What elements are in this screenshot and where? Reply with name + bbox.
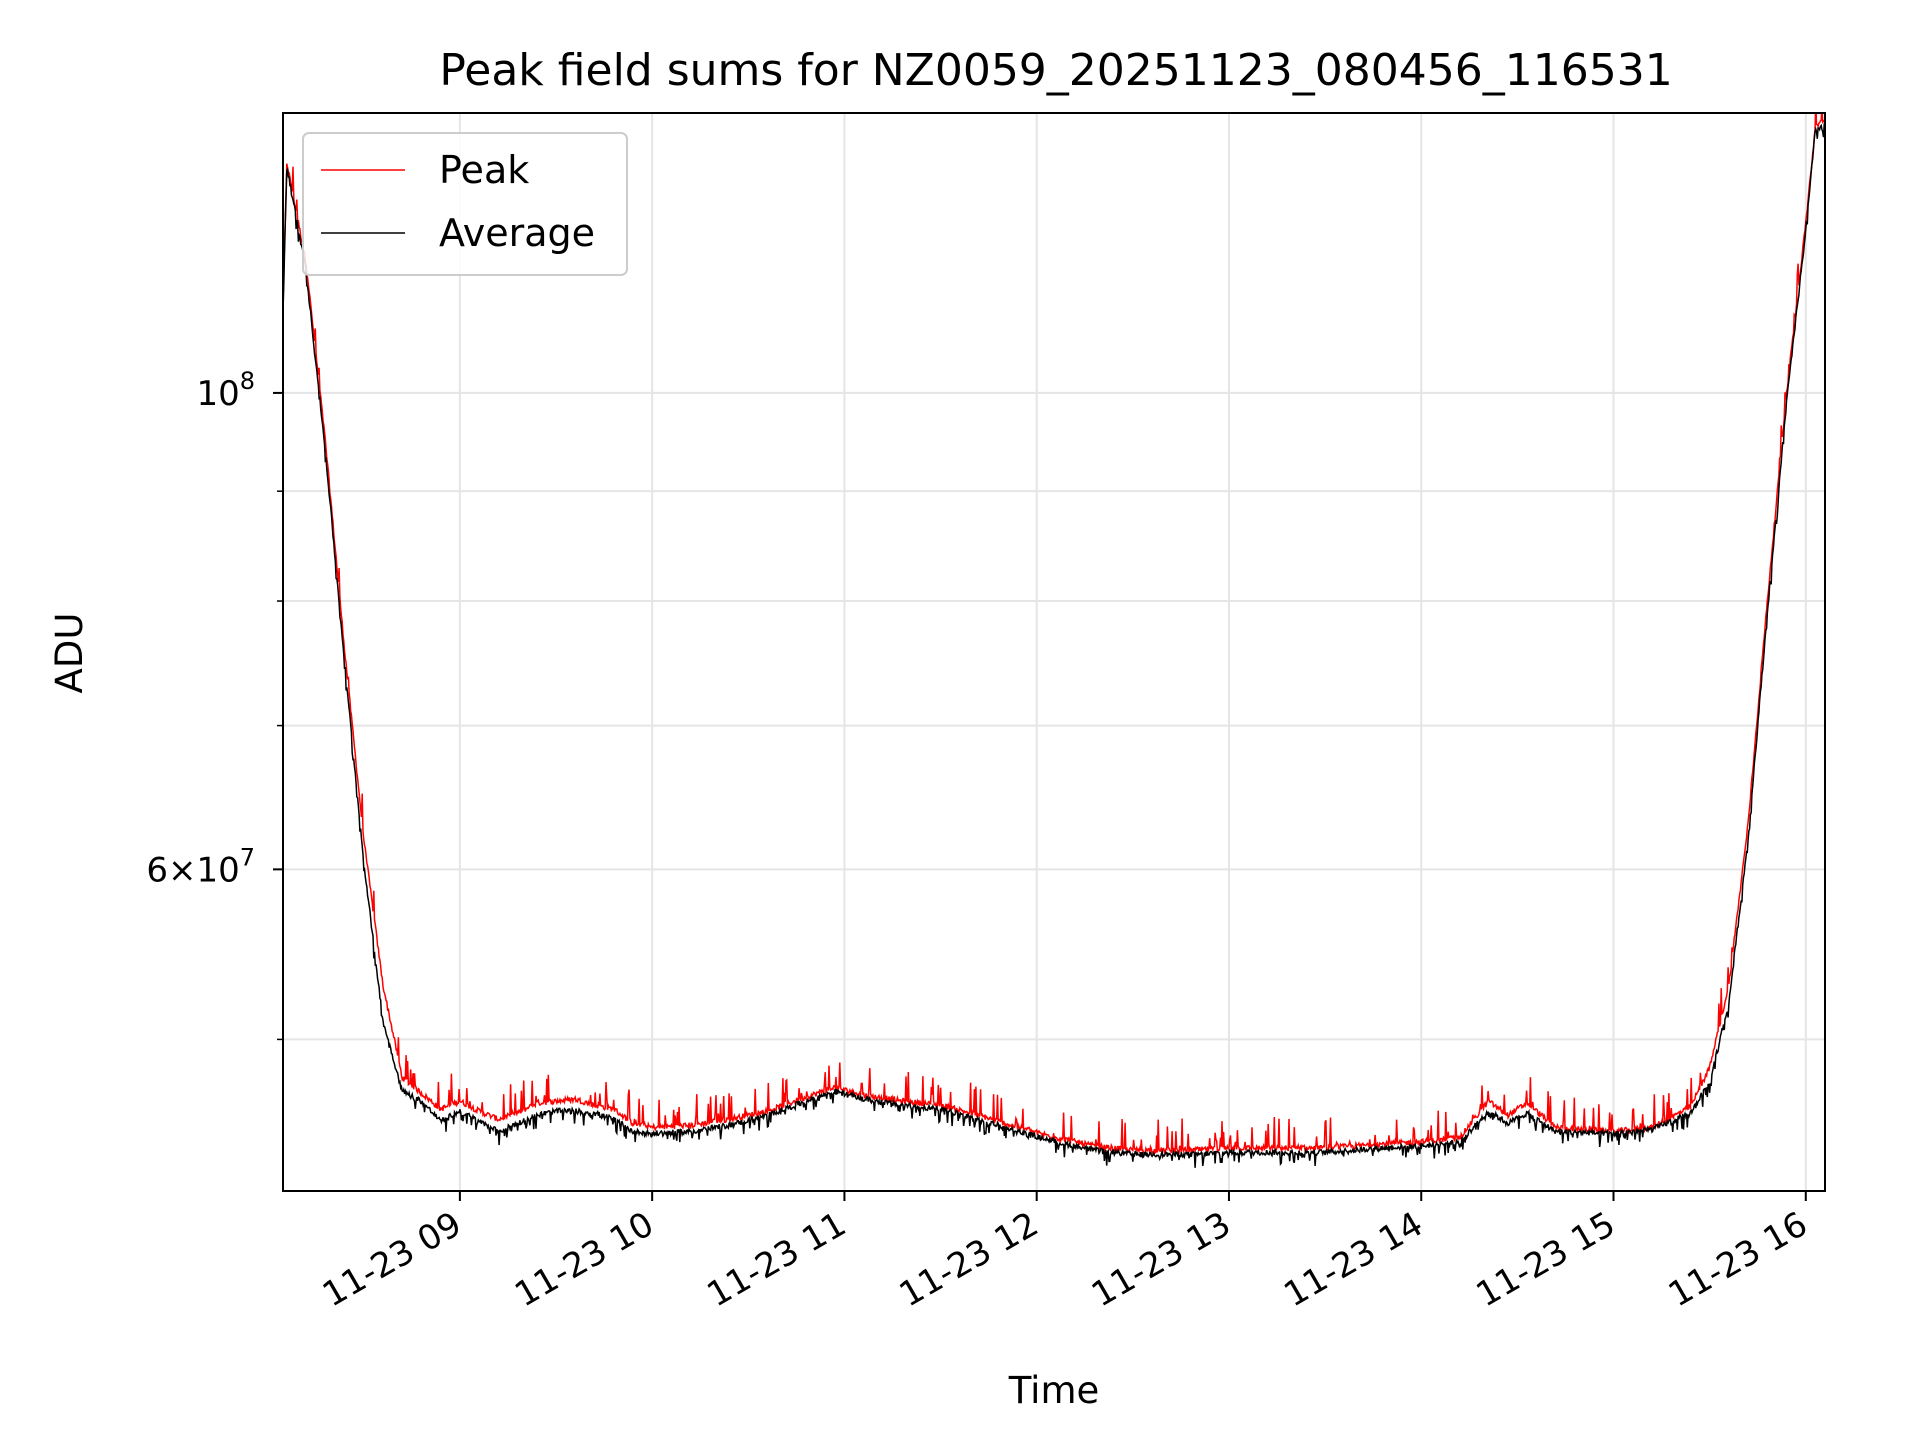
legend-label-average: Average xyxy=(439,211,595,255)
y-axis-label: ADU xyxy=(48,613,91,694)
series-layer xyxy=(283,113,1825,1168)
legend-box xyxy=(302,132,628,276)
y-tick-label: 6×107 xyxy=(146,843,255,890)
chart-title: Peak field sums for NZ0059_20251123_0804… xyxy=(439,45,1672,96)
grid xyxy=(283,113,1825,1191)
series-line-average xyxy=(283,121,1825,1168)
plot-area-frame xyxy=(282,112,1826,1192)
y-tick-label: 108 xyxy=(196,367,255,414)
legend-label-peak: Peak xyxy=(439,148,529,192)
x-axis-label: Time xyxy=(1008,1369,1100,1412)
series-line-peak xyxy=(283,113,1825,1155)
legend: Peak Average xyxy=(302,132,628,276)
